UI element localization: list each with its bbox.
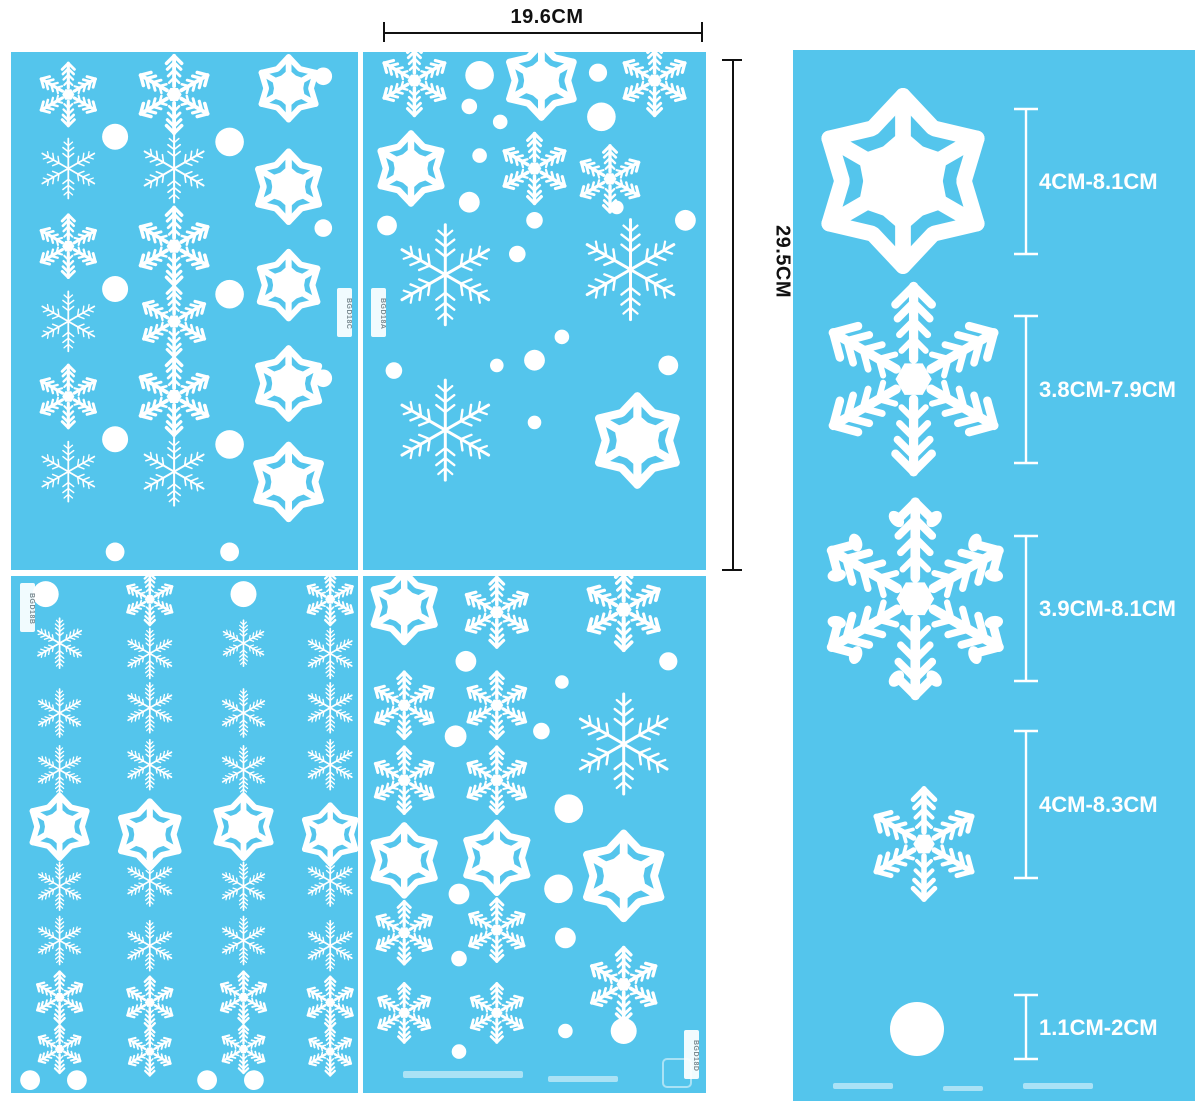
svg-text:4CM-8.1CM: 4CM-8.1CM xyxy=(1039,169,1158,194)
svg-text:4CM-8.3CM: 4CM-8.3CM xyxy=(1039,792,1158,817)
svg-text:3.9CM-8.1CM: 3.9CM-8.1CM xyxy=(1039,596,1176,621)
svg-text:1.1CM-2CM: 1.1CM-2CM xyxy=(1039,1015,1158,1040)
svg-text:3.8CM-7.9CM: 3.8CM-7.9CM xyxy=(1039,377,1176,402)
